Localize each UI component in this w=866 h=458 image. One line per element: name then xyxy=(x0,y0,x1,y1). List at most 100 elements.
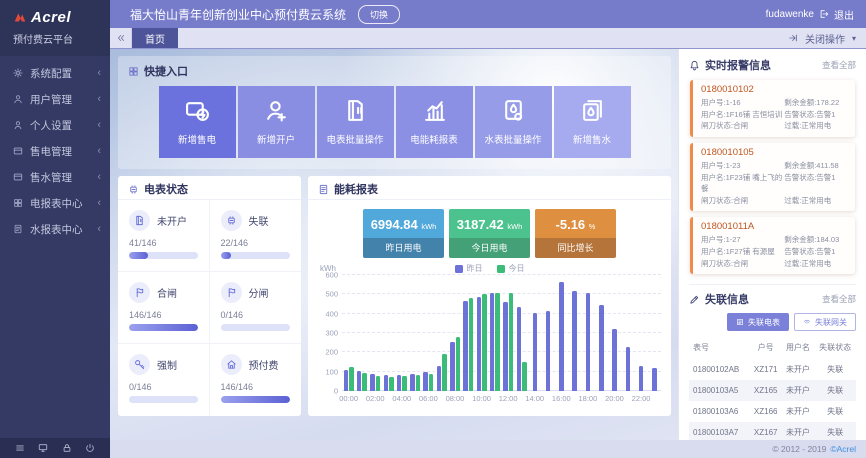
power-icon[interactable] xyxy=(85,443,95,453)
bar-group-hour-0[interactable] xyxy=(342,275,355,391)
sidebar-item-user-management[interactable]: 用户管理 ‹ xyxy=(0,86,110,112)
quick-button-label: 新增售水 xyxy=(572,135,611,146)
alarm-card[interactable]: 0180010105 用户号:1-23 剩余金额:411.58 用户名:1F23铺 嘴… xyxy=(690,142,855,212)
bar-yesterday xyxy=(599,304,604,391)
sidebar-item-label: 售电管理 xyxy=(30,145,72,158)
quick-button-add-electricity-sale[interactable]: 新增售电 xyxy=(158,86,236,158)
bar-group-hour-4[interactable] xyxy=(395,275,408,391)
meter-status-switch-on[interactable]: 合闸 146/146 xyxy=(118,272,210,344)
legend-item-今日[interactable]: 今日 xyxy=(496,263,525,274)
expand-tabs-icon[interactable] xyxy=(788,33,798,43)
meter-status-value: 41/146 xyxy=(129,238,157,248)
monitor-icon[interactable] xyxy=(38,443,48,453)
meter-status-progressbar xyxy=(220,252,290,259)
bar-group-hour-9[interactable] xyxy=(462,275,475,391)
top-header: 福大怡山青年创新创业中心预付费云系统 切换 fudawenke 退出 xyxy=(110,0,866,28)
switch-system-button[interactable]: 切换 xyxy=(358,4,401,24)
close-operations-dropdown[interactable]: 关闭操作 xyxy=(804,34,845,46)
quick-button-energy-report[interactable]: 电能耗报表 xyxy=(395,86,473,158)
meter-status-offline[interactable]: 失联 22/146 xyxy=(209,200,301,272)
bar-group-hour-17[interactable] xyxy=(568,275,581,391)
bar-group-hour-19[interactable] xyxy=(595,275,608,391)
sidebar-item-personal-settings[interactable]: 个人设置 ‹ xyxy=(0,112,110,138)
meter-status-prepaid[interactable]: 预付费 146/146 xyxy=(210,344,302,416)
stat-label: 同比增长 xyxy=(535,238,616,258)
bar-group-hour-6[interactable] xyxy=(422,275,435,391)
meter-status-not-opened[interactable]: 未开户 41/146 xyxy=(118,200,210,272)
offline-view-all-link[interactable]: 查看全部 xyxy=(821,294,856,305)
bar-group-hour-21[interactable] xyxy=(621,275,634,391)
bar-group-hour-5[interactable] xyxy=(408,275,421,391)
collapse-tabs-icon[interactable] xyxy=(110,28,132,48)
offline-meters-button[interactable]: 失联电表 xyxy=(727,313,789,332)
legend-swatch xyxy=(496,264,505,273)
chart-plot-area: 0 100 200 300 400 500 600 xyxy=(325,271,661,396)
sidebar-item-water-report-center[interactable]: 水报表中心 ‹ xyxy=(0,216,110,242)
stat-card-yoy-growth[interactable]: -5.16 % 同比增长 xyxy=(535,209,616,258)
menu-icon[interactable] xyxy=(15,443,25,453)
table-row[interactable]: 01800102AB XZ171 未开户 失联 xyxy=(689,359,856,380)
bar-group-hour-23[interactable] xyxy=(648,275,661,391)
stat-label: 今日用电 xyxy=(449,238,530,258)
bar-group-hour-18[interactable] xyxy=(581,275,594,391)
legend-item-昨日[interactable]: 昨日 xyxy=(454,263,483,274)
sidebar-item-electricity-sales[interactable]: 售电管理 ‹ xyxy=(0,138,110,164)
quick-button-add-water-sale[interactable]: 新增售水 xyxy=(553,86,631,158)
bar-group-hour-2[interactable] xyxy=(369,275,382,391)
x-tick-label: 16:00 xyxy=(551,394,571,403)
table-cell: 未开户 xyxy=(785,428,810,438)
bar-group-hour-10[interactable] xyxy=(475,275,488,391)
offline-gateways-button[interactable]: 失联网关 xyxy=(794,313,856,332)
grid-icon xyxy=(13,198,23,208)
meter-status-switch-off[interactable]: 分闸 0/146 xyxy=(209,272,301,344)
y-tick-label: 400 xyxy=(325,309,338,319)
acrel-logo-icon xyxy=(13,11,27,25)
bar-yesterday xyxy=(476,296,482,391)
sidebar-item-water-sales[interactable]: 售水管理 ‹ xyxy=(0,164,110,190)
sidebar-item-elec-report-center[interactable]: 电报表中心 ‹ xyxy=(0,190,110,216)
bar-yesterday xyxy=(585,292,591,391)
bar-group-hour-16[interactable] xyxy=(555,275,568,391)
offline-info-section: 失联信息 查看全部 失联电表 失联网关 表号 户号 用户名 失联状态 01800102A… xyxy=(689,284,856,440)
table-row[interactable]: 01800103A5 XZ165 未开户 失联 xyxy=(689,380,856,402)
sidebar: Acrel 预付费云平台 系统配置 ‹ 用户管理 ‹ 个人设置 ‹ 售电管理 ‹ 售水管理 ‹ 电报… xyxy=(0,0,110,458)
legend-label: 今日 xyxy=(508,264,525,273)
bar-group-hour-12[interactable] xyxy=(502,275,515,391)
alarm-card[interactable]: 018001011A 用户号:1-27 剩余金额:184.03 用户名:1F27铺 有… xyxy=(690,217,855,275)
meter-status-value: 22/146 xyxy=(220,238,249,248)
table-row[interactable]: 01800103A7 XZ167 未开户 失联 xyxy=(689,422,856,440)
stat-card-yesterday-usage[interactable]: 6994.84 kWh 昨日用电 xyxy=(363,209,444,258)
quick-button-meter-batch-ops[interactable]: 电表批量操作 xyxy=(316,86,394,158)
bar-group-hour-7[interactable] xyxy=(435,275,448,391)
bar-group-hour-3[interactable] xyxy=(382,275,395,391)
table-row[interactable]: 01800103A6 XZ166 未开户 失联 xyxy=(689,401,856,422)
stat-card-today-usage[interactable]: 3187.42 kWh 今日用电 xyxy=(449,209,530,258)
bar-group-hour-1[interactable] xyxy=(355,275,368,391)
lock-icon[interactable] xyxy=(62,443,72,453)
bar-group-hour-14[interactable] xyxy=(528,275,541,391)
bar-group-hour-13[interactable] xyxy=(515,275,528,391)
alarm-card[interactable]: 0180010102 用户号:1-16 剩余金额:178.22 用户名:1F16铺 吉… xyxy=(690,80,855,137)
table-cell: 01800103A6 xyxy=(693,407,739,417)
quick-button-water-meter-batch-ops[interactable]: 水表批量操作 xyxy=(474,86,552,158)
bar-yesterday xyxy=(423,371,428,391)
legend-swatch xyxy=(454,264,463,273)
bar-group-hour-15[interactable] xyxy=(541,275,554,391)
chevron-left-icon: ‹ xyxy=(97,170,101,183)
sidebar-item-system-config[interactable]: 系统配置 ‹ xyxy=(0,60,110,86)
bar-group-hour-8[interactable] xyxy=(448,275,461,391)
acrel-link[interactable]: ©Acrel xyxy=(830,444,856,454)
quick-button-add-account[interactable]: 新增开户 xyxy=(237,86,315,158)
meter-status-forced[interactable]: 强制 0/146 xyxy=(118,344,210,416)
person-icon xyxy=(13,120,23,130)
logout-button[interactable]: 退出 xyxy=(834,10,854,22)
meter-status-value: 146/146 xyxy=(129,310,162,320)
alarms-view-all-link[interactable]: 查看全部 xyxy=(821,60,856,70)
bar-group-hour-22[interactable] xyxy=(635,275,648,391)
tab-home[interactable]: 首页 xyxy=(132,28,178,48)
bar-group-hour-11[interactable] xyxy=(488,275,501,391)
flag-icon xyxy=(220,282,242,303)
bar-yesterday xyxy=(410,373,415,391)
bar-group-hour-20[interactable] xyxy=(608,275,621,391)
